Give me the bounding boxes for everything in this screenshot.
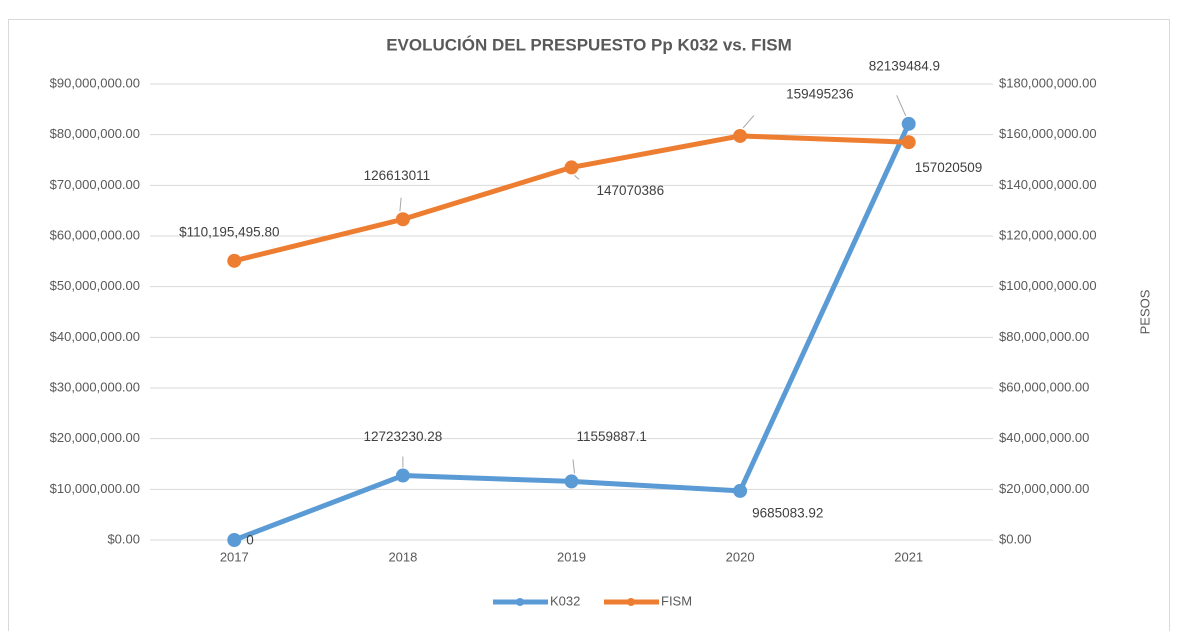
leader-line [399,197,402,212]
y2-tick-label: $40,000,000.00 [999,430,1089,445]
marker [227,253,242,268]
data-label: 11559887.1 [577,429,647,444]
y2-tick-label: $20,000,000.00 [999,481,1089,496]
marker [564,474,579,489]
y-tick-label: $0.00 [107,531,140,546]
data-label: 0 [246,533,254,548]
y2-tick-label: $60,000,000.00 [999,379,1089,394]
y2-tick-label: $100,000,000.00 [999,278,1097,293]
x-tick-label: 2017 [220,549,249,564]
leader-line [742,115,755,129]
y2-axis-title: PESOS [1137,289,1152,334]
leader-line [896,95,907,117]
y-tick-label: $70,000,000.00 [50,177,140,192]
marker [733,483,748,498]
y-tick-label: $50,000,000.00 [50,278,140,293]
x-tick-label: 2018 [388,549,417,564]
marker [395,212,410,227]
data-label: 147070386 [597,183,665,198]
marker [564,160,579,175]
legend-marker [516,598,524,606]
y-tick-label: $40,000,000.00 [50,329,140,344]
x-tick-label: 2020 [726,549,755,564]
y2-tick-label: $160,000,000.00 [999,126,1097,141]
leader-line [574,175,580,180]
data-label: 157020509 [915,160,983,175]
marker [227,533,242,547]
marker [901,135,916,150]
legend-label: FISM [661,593,692,608]
marker [901,116,916,131]
y-tick-label: $10,000,000.00 [50,481,140,496]
x-tick-label: 2019 [557,549,586,564]
y-tick-label: $30,000,000.00 [50,379,140,394]
data-label: 126613011 [364,168,431,183]
chart-border [8,19,1170,631]
y-tick-label: $90,000,000.00 [50,75,140,90]
chart-title: EVOLUCIÓN DEL PRESPUESTO Pp K032 vs. FIS… [386,35,792,54]
data-label: 82139484.9 [869,58,940,73]
y-tick-label: $60,000,000.00 [50,227,140,242]
marker [395,468,410,483]
y-tick-label: $80,000,000.00 [50,126,140,141]
legend-marker [627,598,635,606]
data-label: 12723230.28 [363,429,442,444]
y2-tick-label: $140,000,000.00 [999,177,1097,192]
x-tick-label: 2021 [894,549,923,564]
y2-tick-label: $0.00 [999,531,1032,546]
data-label: 159495236 [786,87,854,102]
leader-line [572,459,575,474]
marker [733,128,748,143]
y-tick-label: $20,000,000.00 [50,430,140,445]
y2-tick-label: $80,000,000.00 [999,329,1089,344]
legend-label: K032 [550,593,580,608]
y2-tick-label: $120,000,000.00 [999,227,1097,242]
data-label: 9685083.92 [752,505,823,520]
data-label: $110,195,495.80 [179,224,279,239]
y2-tick-label: $180,000,000.00 [999,75,1097,90]
